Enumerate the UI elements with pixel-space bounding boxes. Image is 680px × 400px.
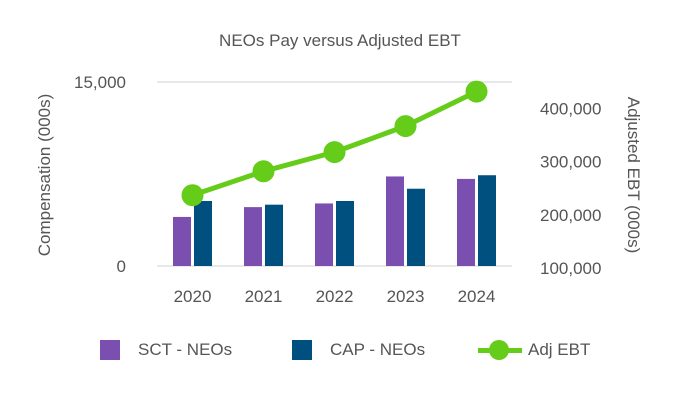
legend: SCT - NEOs CAP - NEOs Adj EBT [0,332,680,368]
x-tick-2020: 2020 [174,287,212,306]
y-tick-right-0: 400,000 [540,100,601,119]
legend-item-cap: CAP - NEOs [292,332,425,368]
bar-sct-neos-2024 [457,178,475,266]
point-adj-ebt-2020 [181,184,204,207]
legend-swatch-cap [292,340,312,360]
point-adj-ebt-2024 [465,80,488,103]
bar-cap-neos-2023 [407,188,425,266]
line-series [181,80,488,207]
bar-sct-neos-2023 [386,176,404,266]
point-adj-ebt-2021 [252,160,275,183]
bar-sct-neos-2020 [173,216,191,266]
legend-label-cap: CAP - NEOs [330,340,426,359]
y-tick-right-3: 100,000 [540,259,601,278]
bar-sct-neos-2021 [244,207,262,266]
axis-ticks: 2020 2021 2022 2023 2024 15,000 0 400,000 300,00… [74,73,601,306]
legend-item-sct: SCT - NEOs [100,332,232,368]
legend-swatch-sct [100,340,120,360]
legend-label-sct: SCT - NEOs [138,340,233,359]
y-axis-label-left: Compensation (000s) [35,94,54,257]
legend-item-ebt: Adj EBT [478,332,590,368]
bar-cap-neos-2024 [478,175,496,266]
y-tick-left-1: 0 [117,257,126,276]
x-tick-2022: 2022 [316,287,354,306]
bar-sct-neos-2022 [315,203,333,266]
gridlines [157,81,512,267]
point-adj-ebt-2022 [323,141,346,164]
legend-swatch-ebt [478,340,522,360]
y-axis-label-right: Adjusted EBT (000s) [624,97,643,254]
x-tick-2024: 2024 [458,287,496,306]
legend-label-ebt: Adj EBT [528,340,591,359]
x-tick-2023: 2023 [387,287,425,306]
y-tick-right-2: 200,000 [540,206,601,225]
point-adj-ebt-2023 [394,115,417,138]
chart-title: NEOs Pay versus Adjusted EBT [219,31,461,50]
bar-series [173,175,496,266]
y-tick-right-1: 300,000 [540,153,601,172]
bar-cap-neos-2022 [336,200,354,266]
y-tick-left-0: 15,000 [74,73,126,92]
bar-cap-neos-2020 [194,200,212,266]
bar-cap-neos-2021 [265,204,283,266]
x-tick-2021: 2021 [245,287,283,306]
